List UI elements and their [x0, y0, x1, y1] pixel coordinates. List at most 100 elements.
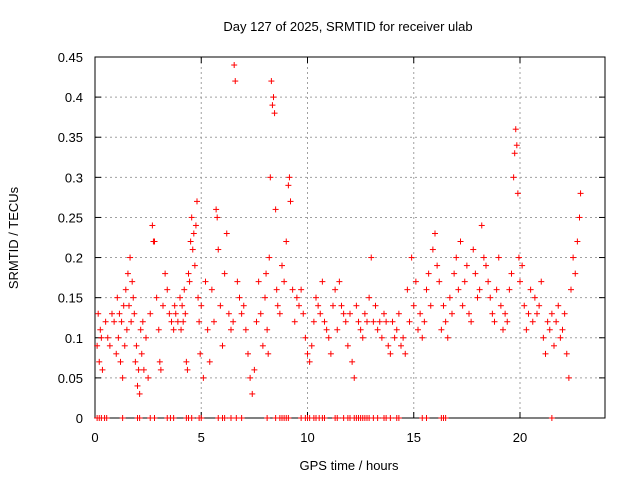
data-point	[189, 246, 196, 253]
data-point	[272, 206, 279, 213]
data-point	[438, 326, 445, 333]
data-point	[128, 318, 135, 325]
data-point	[183, 358, 190, 365]
data-point	[536, 302, 543, 309]
data-point	[111, 318, 118, 325]
data-point	[143, 334, 149, 341]
data-point	[400, 334, 407, 341]
data-point	[170, 415, 177, 421]
data-point	[172, 310, 179, 317]
data-point	[355, 318, 362, 325]
x-tick-label: 0	[91, 430, 98, 445]
data-point	[249, 390, 256, 397]
data-point	[162, 270, 169, 277]
data-point	[361, 310, 368, 317]
data-point	[497, 302, 504, 309]
data-point	[287, 198, 294, 205]
data-point	[200, 374, 207, 381]
data-point	[113, 350, 120, 357]
data-point	[321, 415, 328, 421]
data-point	[423, 286, 430, 293]
data-point	[208, 286, 215, 293]
data-point	[194, 198, 200, 205]
data-point	[160, 302, 166, 309]
data-point	[310, 318, 317, 325]
data-point	[264, 415, 271, 421]
data-point	[214, 214, 221, 221]
data-point	[334, 326, 341, 333]
data-point	[206, 358, 213, 365]
data-point	[117, 358, 124, 365]
data-point	[506, 286, 513, 293]
data-point	[253, 318, 260, 325]
data-point	[459, 302, 466, 309]
data-point	[298, 286, 305, 293]
data-point	[149, 222, 156, 229]
data-point	[568, 286, 574, 293]
data-point	[223, 230, 230, 237]
data-point	[476, 286, 483, 293]
data-point	[389, 318, 396, 325]
data-point	[425, 270, 432, 277]
data-point	[240, 302, 247, 309]
data-point	[265, 350, 272, 357]
data-point	[267, 174, 274, 181]
data-point	[446, 294, 453, 301]
data-point	[188, 214, 195, 221]
data-point	[136, 415, 143, 421]
data-point	[188, 415, 195, 421]
y-tick-label: 0.1	[65, 331, 83, 346]
data-point	[470, 246, 477, 253]
data-point	[283, 238, 290, 245]
data-point	[215, 246, 222, 253]
data-point	[519, 262, 526, 269]
data-points	[94, 62, 584, 421]
data-point	[357, 326, 364, 333]
data-point	[563, 350, 570, 357]
data-point	[489, 310, 496, 317]
data-point	[102, 318, 109, 325]
data-point	[572, 270, 579, 277]
data-point	[273, 286, 280, 293]
data-point	[561, 310, 568, 317]
data-point	[123, 326, 130, 333]
data-point	[474, 294, 481, 301]
data-point	[319, 278, 326, 285]
data-point	[138, 350, 145, 357]
data-point	[262, 294, 268, 301]
data-point	[449, 310, 455, 317]
data-point	[231, 62, 238, 69]
data-point	[442, 415, 449, 421]
data-point	[276, 310, 283, 317]
data-point	[453, 254, 460, 261]
data-point	[119, 415, 126, 421]
data-point	[559, 326, 566, 333]
data-point	[553, 318, 560, 325]
data-point	[135, 366, 142, 373]
data-point	[217, 302, 224, 309]
data-point	[198, 415, 205, 421]
data-point	[157, 366, 164, 373]
data-point	[434, 262, 441, 269]
data-point	[472, 270, 479, 277]
data-point	[436, 278, 443, 285]
data-point	[574, 238, 581, 245]
data-point	[417, 310, 424, 317]
data-point	[192, 222, 199, 229]
x-tick-label: 15	[407, 430, 421, 445]
data-point	[323, 326, 330, 333]
data-point	[234, 278, 241, 285]
data-point	[391, 334, 398, 341]
data-point	[266, 254, 273, 261]
data-point	[538, 278, 545, 285]
data-point	[364, 318, 370, 325]
data-point	[140, 366, 147, 373]
data-point	[344, 342, 351, 349]
data-point	[177, 294, 183, 301]
data-point	[132, 358, 139, 365]
data-point	[463, 262, 470, 269]
data-point	[115, 334, 122, 341]
data-point	[376, 318, 383, 325]
data-point	[139, 318, 146, 325]
